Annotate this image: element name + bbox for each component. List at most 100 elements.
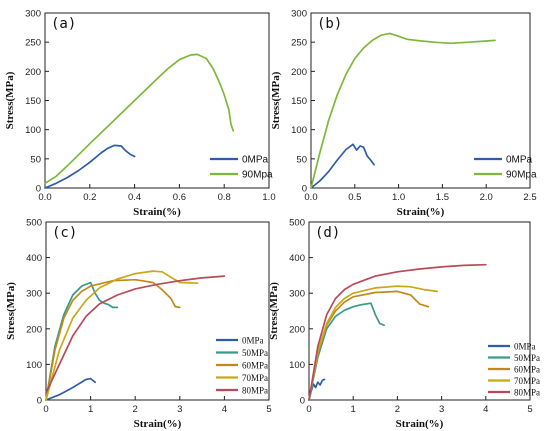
y-tick-label: 300 [25,9,41,20]
x-tick-label: 2.0 [480,192,493,203]
y-tick-label: 500 [289,218,305,229]
x-tick-label: 5 [527,404,532,415]
y-tick-label: 0 [302,184,307,195]
x-axis-label: Strain(%) [396,418,444,430]
x-tick-label: 0.2 [83,192,96,203]
panel-a: 0 50 100 150 200 250 300 0.0 0.2 0.4 0.6 0.8 1.0 Stra… [4,9,276,219]
series-line-0mpa [310,143,375,189]
x-tick-label: 1.0 [392,192,405,203]
series-line-90mpa [310,32,496,189]
legend: 0MPa 90Mpa [474,155,537,181]
panel-label: (b) [317,16,342,32]
series-line-50mpa [45,281,119,401]
x-tick-label: 2 [395,404,400,415]
x-tick-label: 4 [483,404,488,415]
plot-frame [310,12,531,189]
series-line-70mpa [45,270,199,401]
y-tick-label: 50 [30,154,41,165]
panel-b: 0 50 100 150 200 250 300 0.0 0.5 1.0 1.5 2.0 2.5 Stra… [270,9,537,219]
legend-label: 60MPa [242,361,268,371]
legend-label: 90Mpa [242,170,273,181]
legend-label: 80MPa [514,388,540,398]
x-tick-label: 0 [43,404,48,415]
x-tick-label: 0.0 [38,192,51,203]
x-tick-label: 1.0 [262,192,275,203]
y-tick-label: 200 [291,67,307,78]
panel-label: (c) [52,225,77,241]
y-tick-label: 400 [26,253,42,264]
x-tick-label: 3 [439,404,444,415]
y-tick-label: 50 [296,154,307,165]
legend-label: 80MPa [242,386,268,396]
series-line-70mpa [308,285,439,401]
x-tick-label: 1 [88,404,93,415]
plot-frame [308,221,531,401]
y-tick-label: 150 [291,96,307,107]
y-axis-label: Stress(MPa) [5,282,17,340]
x-tick-label: 0.4 [128,192,141,203]
x-axis-label: Strain(%) [133,206,181,218]
legend-label: 90Mpa [506,170,537,181]
x-tick-label: 2 [133,404,138,415]
series-line-50mpa [308,302,385,401]
y-tick-label: 200 [289,324,305,335]
series-line-60mpa [308,290,430,401]
x-tick-label: 0 [306,404,311,415]
panel-d: 0 100 200 300 400 500 0 1 2 3 4 5 Strain(%) Stress(MP… [268,218,540,431]
y-tick-label: 500 [26,218,42,229]
series-line-80mpa [308,263,487,401]
panel-c: 0 100 200 300 400 500 0 1 2 3 4 5 Strain(%) Stress(MP… [5,218,272,431]
y-tick-label: 300 [291,9,307,20]
series-line-0mpa [44,144,136,189]
legend-label: 70MPa [514,376,540,386]
y-tick-label: 100 [26,360,42,371]
series-line-90mpa [44,53,235,185]
legend: 0MPa 90Mpa [210,155,273,181]
legend-label: 50MPa [514,353,540,363]
y-tick-label: 0 [37,396,42,407]
legend-label: 0MPa [506,155,533,166]
y-tick-label: 250 [291,38,307,49]
y-tick-label: 300 [26,289,42,300]
legend-label: 0MPa [242,155,269,166]
legend-label: 60MPa [514,365,540,375]
y-tick-label: 0 [300,396,305,407]
y-tick-label: 200 [25,67,41,78]
legend: 0MPa 50MPa 60MPa 70MPa 80MPa [216,336,268,396]
y-tick-label: 200 [26,324,42,335]
y-tick-label: 300 [289,289,305,300]
plot-frame [44,12,270,189]
plot-frame [45,221,270,401]
x-tick-label: 5 [266,404,271,415]
y-axis-label: Stress(MPa) [270,71,282,129]
y-tick-label: 250 [25,38,41,49]
x-axis-label: Strain(%) [397,206,445,218]
x-tick-label: 0.8 [218,192,231,203]
x-tick-label: 0.6 [173,192,186,203]
x-tick-label: 1 [351,404,356,415]
x-tick-label: 3 [177,404,182,415]
legend-label: 0MPa [242,336,264,346]
legend-label: 70MPa [242,373,268,383]
legend-label: 50MPa [242,348,268,358]
x-axis-label: Strain(%) [134,418,182,430]
series-line-80mpa [45,275,226,394]
y-tick-label: 150 [25,96,41,107]
x-tick-label: 2.5 [523,192,536,203]
y-tick-label: 100 [291,125,307,136]
y-tick-label: 100 [289,360,305,371]
legend-label: 0MPa [514,342,536,352]
series-line-0mpa [45,377,96,401]
x-tick-label: 1.5 [436,192,449,203]
panel-label: (d) [315,225,340,241]
y-axis-label: Stress(MPa) [4,71,16,129]
x-tick-label: 0.0 [304,192,317,203]
y-tick-label: 0 [36,184,41,195]
y-tick-label: 400 [289,253,305,264]
panel-label: (a) [51,16,76,32]
x-tick-label: 4 [222,404,227,415]
x-tick-label: 0.5 [348,192,361,203]
y-tick-label: 100 [25,125,41,136]
